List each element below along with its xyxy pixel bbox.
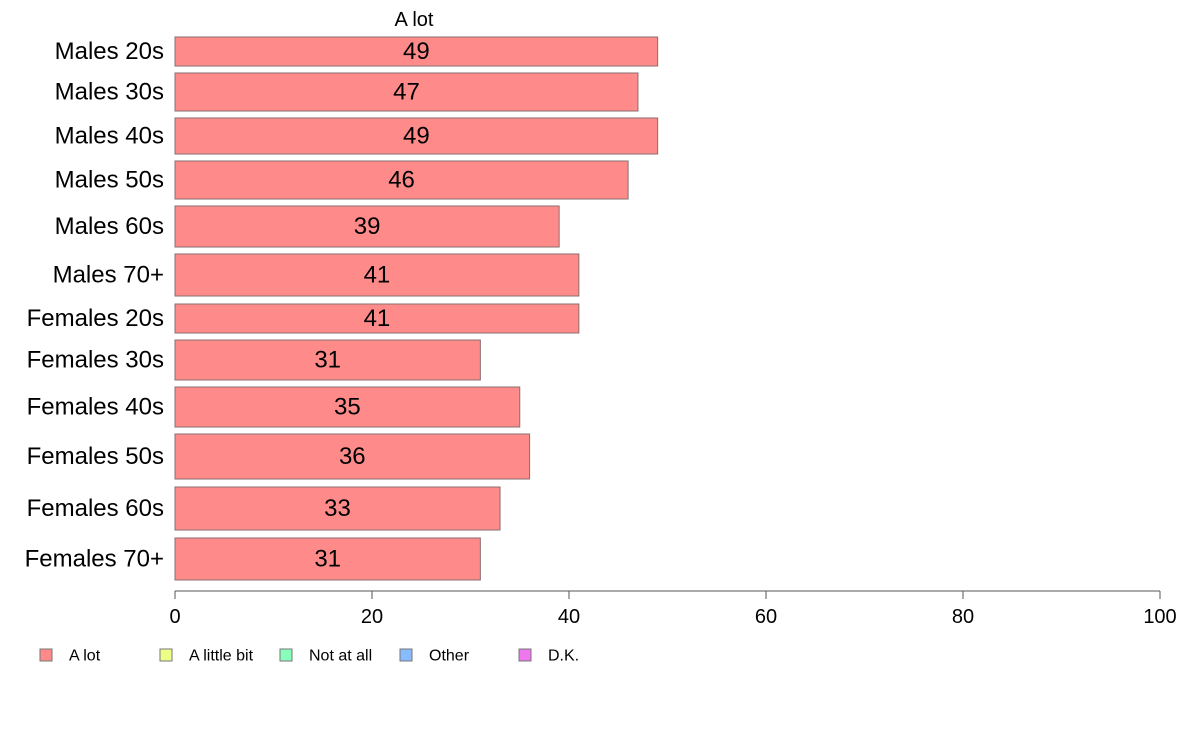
- bar: [174, 537, 481, 581]
- category-label: Females 70+: [25, 546, 164, 573]
- x-tick-label: 60: [755, 606, 777, 628]
- value-label: 49: [403, 123, 430, 150]
- bars-group: [174, 36, 659, 581]
- legend-label: A little bit: [189, 648, 254, 665]
- x-tick-label: 80: [952, 606, 974, 628]
- category-labels: Males 20s Males 30s Males 40s Males 50s Male…: [25, 38, 164, 573]
- x-tick-label: 100: [1143, 606, 1176, 628]
- bar: [174, 253, 580, 297]
- value-label: 33: [324, 495, 351, 522]
- value-label: 47: [393, 79, 420, 106]
- value-label: 46: [388, 167, 415, 194]
- bar: [174, 303, 580, 334]
- category-label: Females 30s: [27, 347, 164, 374]
- legend-swatch: [279, 648, 293, 662]
- legend-label: Other: [429, 648, 470, 665]
- legend-swatch: [518, 648, 532, 662]
- bar: [174, 117, 659, 155]
- value-label: 36: [339, 443, 366, 470]
- bar: [174, 72, 639, 112]
- legend-swatch: [39, 648, 53, 662]
- value-label: 39: [354, 213, 381, 240]
- value-label: 41: [364, 262, 391, 289]
- x-tick-label: 20: [361, 606, 383, 628]
- x-tick-label: 0: [169, 606, 180, 628]
- category-label: Males 70+: [53, 262, 164, 289]
- category-label: Males 40s: [55, 123, 164, 150]
- category-label: Females 60s: [27, 495, 164, 522]
- category-label: Males 20s: [55, 38, 164, 65]
- category-label: Males 30s: [55, 79, 164, 106]
- chart-title: A lot: [395, 9, 434, 31]
- legend-label: Not at all: [309, 648, 372, 665]
- bar: [174, 36, 659, 67]
- category-label: Females 40s: [27, 394, 164, 421]
- value-label: 49: [403, 38, 430, 65]
- value-label: 31: [314, 546, 341, 573]
- value-labels: 49 47 49 46 39 41 41 31 35 36 33 31: [314, 38, 429, 573]
- x-axis: 0 20 40 60 80 100: [169, 590, 1177, 628]
- legend: A lot A little bit Not at all Other D.K.: [39, 648, 579, 665]
- bar: [174, 433, 531, 480]
- category-label: Males 60s: [55, 213, 164, 240]
- value-label: 41: [364, 305, 391, 332]
- bar: [174, 339, 481, 381]
- legend-swatch: [399, 648, 413, 662]
- legend-swatch: [159, 648, 173, 662]
- x-tick-label: 40: [558, 606, 580, 628]
- value-label: 35: [334, 394, 361, 421]
- legend-label: D.K.: [548, 648, 579, 665]
- value-label: 31: [314, 347, 341, 374]
- category-label: Females 20s: [27, 305, 164, 332]
- bar: [174, 205, 560, 248]
- bar: [174, 386, 521, 428]
- legend-label: A lot: [69, 648, 101, 665]
- category-label: Males 50s: [55, 167, 164, 194]
- bar: [174, 486, 501, 531]
- category-label: Females 50s: [27, 443, 164, 470]
- bar: [174, 160, 629, 200]
